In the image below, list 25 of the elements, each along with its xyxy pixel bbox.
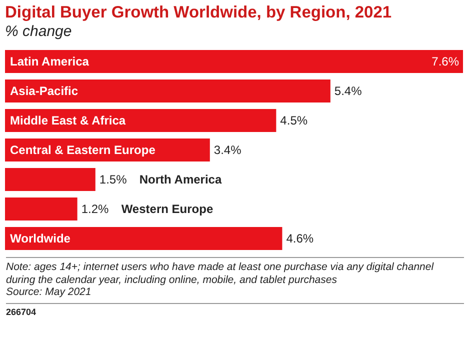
y-tick-label: Worldwide <box>10 232 71 246</box>
source-note: Source: May 2021 <box>6 286 92 298</box>
y-tick-label: North America <box>139 172 222 187</box>
bar <box>5 108 276 132</box>
data-label: 7.6% <box>432 54 460 68</box>
chart-title: Digital Buyer Growth Worldwide, by Region, 2021 <box>5 4 392 22</box>
data-label: 5.4% <box>334 84 362 98</box>
bar <box>5 168 96 192</box>
y-tick-label: Middle East & Africa <box>10 113 126 128</box>
y-tick-label: Latin America <box>10 54 90 68</box>
data-label: 4.5% <box>280 113 308 128</box>
y-tick-label: Central & Eastern Europe <box>10 143 156 157</box>
text: Note: ages 14+; internet users who have made at least one purchase via any digital channel during the calendar year, including online, mobile, and tablet purchases <box>6 261 435 286</box>
chart-subtitle: % change <box>5 23 72 40</box>
y-tick-label: Western Europe <box>121 202 214 216</box>
data-label: 3.4% <box>214 143 242 157</box>
bar <box>5 227 282 250</box>
data-label: 1.5% <box>99 172 128 187</box>
data-label: 4.6% <box>286 232 314 246</box>
bar <box>5 198 78 221</box>
y-tick-label: Asia-Pacific <box>10 84 78 98</box>
bar <box>5 50 463 73</box>
bar <box>5 79 330 102</box>
data-label: 1.2% <box>81 202 109 216</box>
text: 266704 <box>6 302 464 316</box>
